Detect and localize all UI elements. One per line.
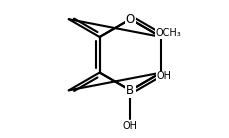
Text: O: O xyxy=(125,13,134,26)
Text: OH: OH xyxy=(122,121,137,131)
Text: OCH₃: OCH₃ xyxy=(154,28,180,38)
Text: B: B xyxy=(126,84,134,97)
Text: N: N xyxy=(125,13,134,26)
Text: OH: OH xyxy=(156,71,171,81)
